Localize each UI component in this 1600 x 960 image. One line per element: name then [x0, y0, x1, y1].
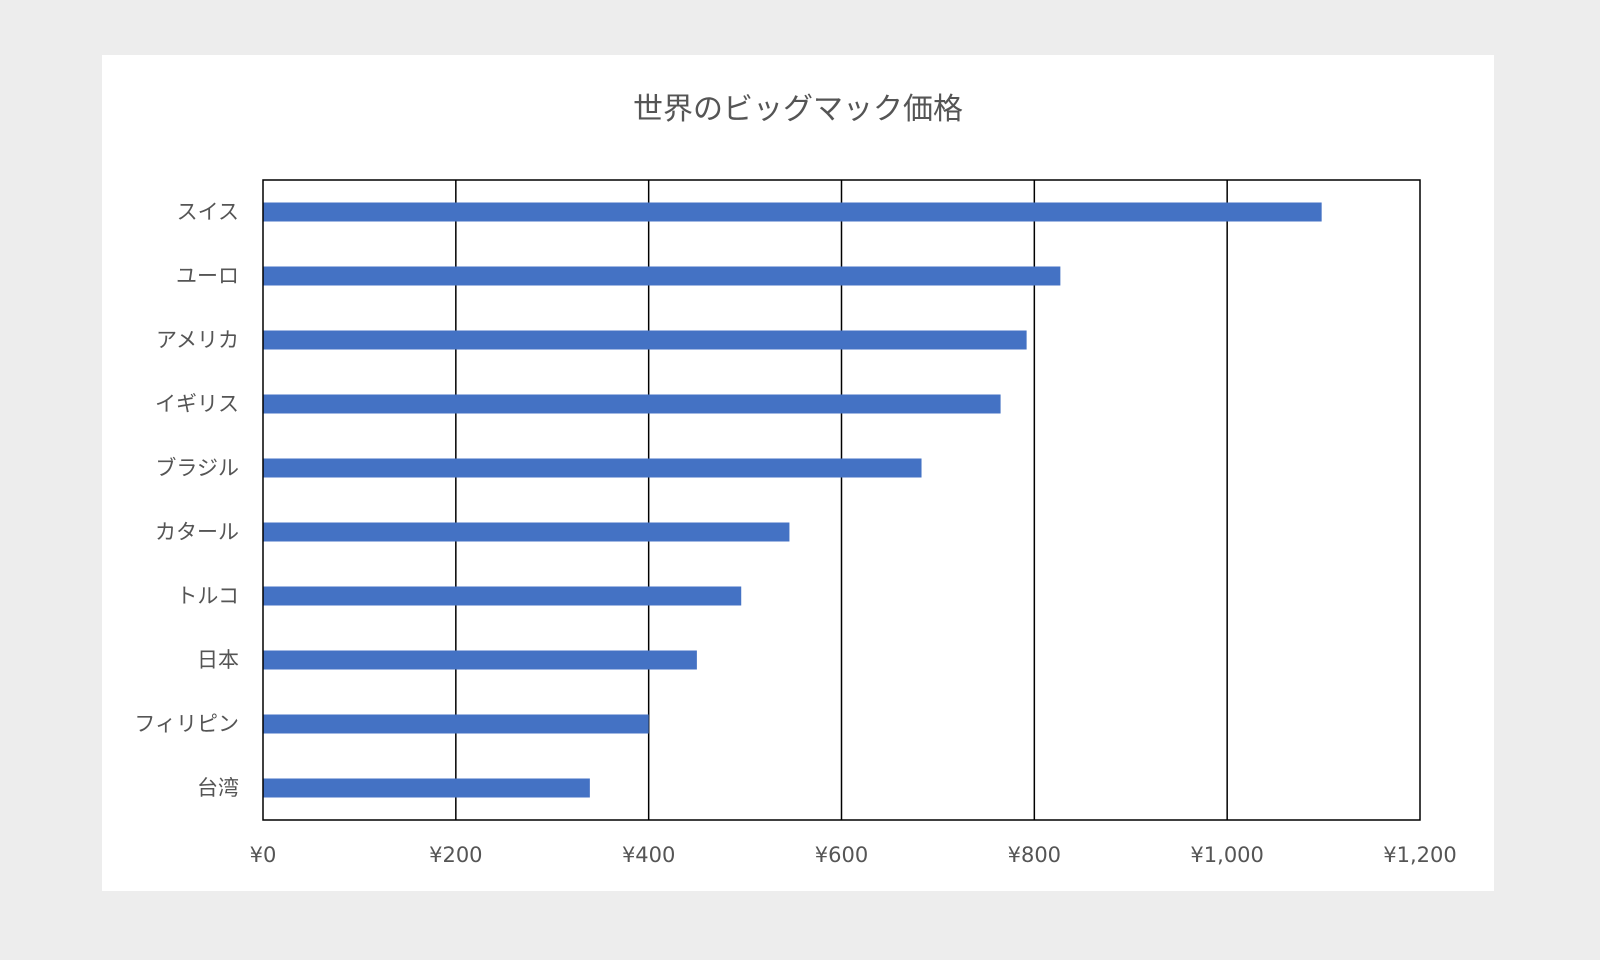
category-label: ユーロ	[176, 264, 239, 288]
plot-area-border	[262, 179, 1421, 821]
x-tick-label: ¥600	[815, 843, 868, 867]
x-tick-label: ¥1,200	[1383, 843, 1456, 867]
bar	[263, 266, 1061, 286]
x-tick-label: ¥1,000	[1190, 843, 1263, 867]
x-tick-label: ¥800	[1008, 843, 1061, 867]
x-tick-label: ¥200	[429, 843, 482, 867]
category-label: スイス	[177, 200, 239, 224]
bar	[263, 330, 1027, 350]
bar	[263, 586, 742, 606]
category-label: 日本	[197, 648, 239, 672]
category-label: 台湾	[197, 776, 239, 800]
category-label: カタール	[155, 520, 239, 544]
bar	[263, 458, 922, 478]
bar	[263, 522, 790, 542]
category-label: アメリカ	[156, 328, 239, 352]
x-tick-label: ¥400	[622, 843, 675, 867]
chart-card: 世界のビッグマック価格 スイスユーロアメリカイギリスブラジルカタールトルコ日本フ…	[102, 55, 1494, 891]
gridlines	[455, 180, 1228, 820]
bar-chart: 世界のビッグマック価格 スイスユーロアメリカイギリスブラジルカタールトルコ日本フ…	[134, 92, 1457, 867]
category-label: ブラジル	[155, 456, 239, 480]
x-tick-labels: ¥0 ¥200 ¥400 ¥600 ¥800 ¥1,000 ¥1,200	[250, 843, 1457, 867]
bar	[263, 650, 697, 670]
category-label: フィリピン	[134, 712, 239, 736]
bar	[263, 778, 590, 798]
bar	[263, 714, 649, 734]
bars	[263, 202, 1322, 798]
bar	[263, 202, 1322, 222]
category-label: イギリス	[155, 392, 239, 416]
x-tick-label: ¥0	[250, 843, 277, 867]
category-label: トルコ	[176, 584, 239, 608]
bar	[263, 394, 1001, 414]
chart-title: 世界のビッグマック価格	[633, 92, 963, 127]
